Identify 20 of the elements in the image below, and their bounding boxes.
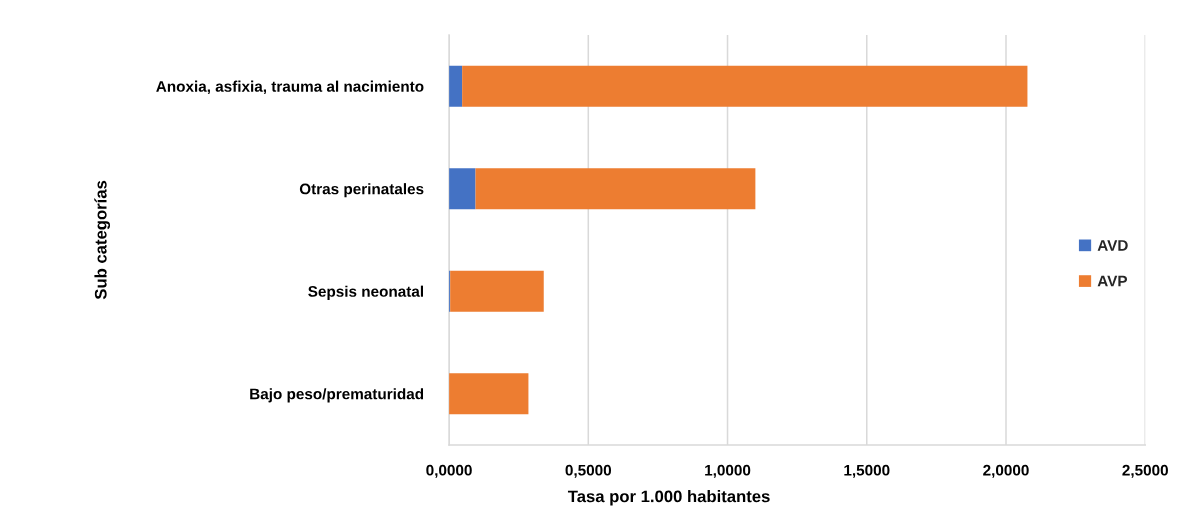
x-tick-label: 1,0000: [705, 464, 751, 478]
bar: [449, 65, 463, 107]
legend-label: AVP: [1097, 275, 1128, 287]
bar: [450, 270, 544, 312]
bar: [462, 65, 1028, 107]
y-tick-label: Sepsis neonatal: [308, 285, 423, 300]
x-tick-label: 2,0000: [983, 464, 1029, 478]
x-tick-label: 2,5000: [1122, 464, 1168, 478]
y-tick-label: Bajo peso/prematuridad: [250, 388, 424, 403]
y-axis-title: Sub categorías: [94, 180, 111, 300]
bar: [475, 168, 756, 210]
x-tick-label: 0,5000: [565, 464, 612, 478]
y-tick-label: Otras perinatales: [299, 183, 424, 198]
x-tick-label: 1,5000: [844, 464, 890, 478]
x-axis-title: Tasa por 1.000 habitantes: [567, 490, 770, 506]
y-tick-label: Anoxia, asfixia, trauma al nacimiento: [156, 80, 424, 95]
bar: [449, 373, 529, 415]
x-tick-label: 0,0000: [426, 464, 472, 478]
bar: [449, 168, 476, 210]
legend-label: AVD: [1097, 240, 1128, 251]
